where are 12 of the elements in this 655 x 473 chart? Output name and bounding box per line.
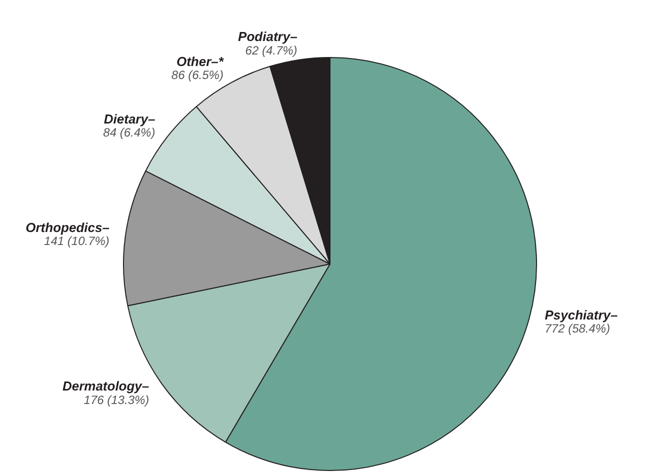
data-label: 84 (6.4%) <box>103 126 156 140</box>
data-label: 176 (13.3%) <box>84 392 150 407</box>
data-label: 772 (58.4%) <box>544 322 610 336</box>
slice-label: Orthopedics– <box>26 220 110 235</box>
slice-label: Other–* <box>176 54 224 69</box>
data-label: 86 (6.5%) <box>171 68 224 82</box>
slice-label: Podiatry– <box>238 28 298 44</box>
data-label: 62 (4.7%) <box>245 43 298 58</box>
slice-label: Dermatology– <box>62 378 150 394</box>
data-label: 141 (10.7%) <box>44 234 110 248</box>
slice-label: Psychiatry– <box>544 307 618 322</box>
slice-label: Dietary– <box>104 111 156 126</box>
